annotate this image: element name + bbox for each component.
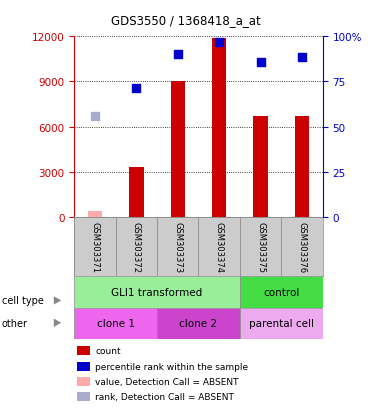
Text: percentile rank within the sample: percentile rank within the sample: [95, 362, 249, 371]
Text: rank, Detection Call = ABSENT: rank, Detection Call = ABSENT: [95, 392, 234, 401]
Text: GSM303376: GSM303376: [298, 222, 306, 273]
Bar: [240, 218, 281, 277]
Text: GSM303373: GSM303373: [173, 222, 182, 273]
Bar: [116, 218, 157, 277]
Bar: [253, 117, 268, 218]
Text: GSM303374: GSM303374: [215, 222, 224, 273]
Bar: [77, 362, 91, 371]
Text: cell type: cell type: [2, 296, 44, 306]
Text: GSM303372: GSM303372: [132, 222, 141, 273]
Text: GLI1 transformed: GLI1 transformed: [111, 287, 203, 297]
Point: [175, 52, 181, 59]
Bar: [295, 117, 309, 218]
Text: GSM303371: GSM303371: [91, 222, 99, 273]
Bar: [171, 82, 185, 218]
Text: count: count: [95, 347, 121, 356]
Bar: [74, 277, 240, 308]
Bar: [77, 347, 91, 356]
Bar: [74, 308, 157, 339]
Bar: [240, 277, 323, 308]
Text: clone 2: clone 2: [180, 318, 217, 328]
Bar: [129, 168, 144, 218]
Point: [257, 59, 263, 66]
Bar: [198, 218, 240, 277]
Bar: [77, 377, 91, 386]
Text: clone 1: clone 1: [96, 318, 135, 328]
Point: [216, 40, 222, 47]
Text: value, Detection Call = ABSENT: value, Detection Call = ABSENT: [95, 377, 239, 386]
Point: [133, 85, 139, 92]
Bar: [157, 218, 198, 277]
Bar: [157, 308, 240, 339]
Point: [299, 55, 305, 62]
Text: GSM303375: GSM303375: [256, 222, 265, 273]
Text: parental cell: parental cell: [249, 318, 314, 328]
Text: control: control: [263, 287, 299, 297]
Point: [92, 114, 98, 120]
Bar: [281, 218, 323, 277]
Bar: [212, 39, 226, 218]
Text: other: other: [2, 318, 28, 328]
Bar: [240, 308, 323, 339]
Bar: [74, 218, 116, 277]
Bar: [88, 211, 102, 218]
Bar: [77, 392, 91, 401]
Text: GDS3550 / 1368418_a_at: GDS3550 / 1368418_a_at: [111, 14, 260, 27]
